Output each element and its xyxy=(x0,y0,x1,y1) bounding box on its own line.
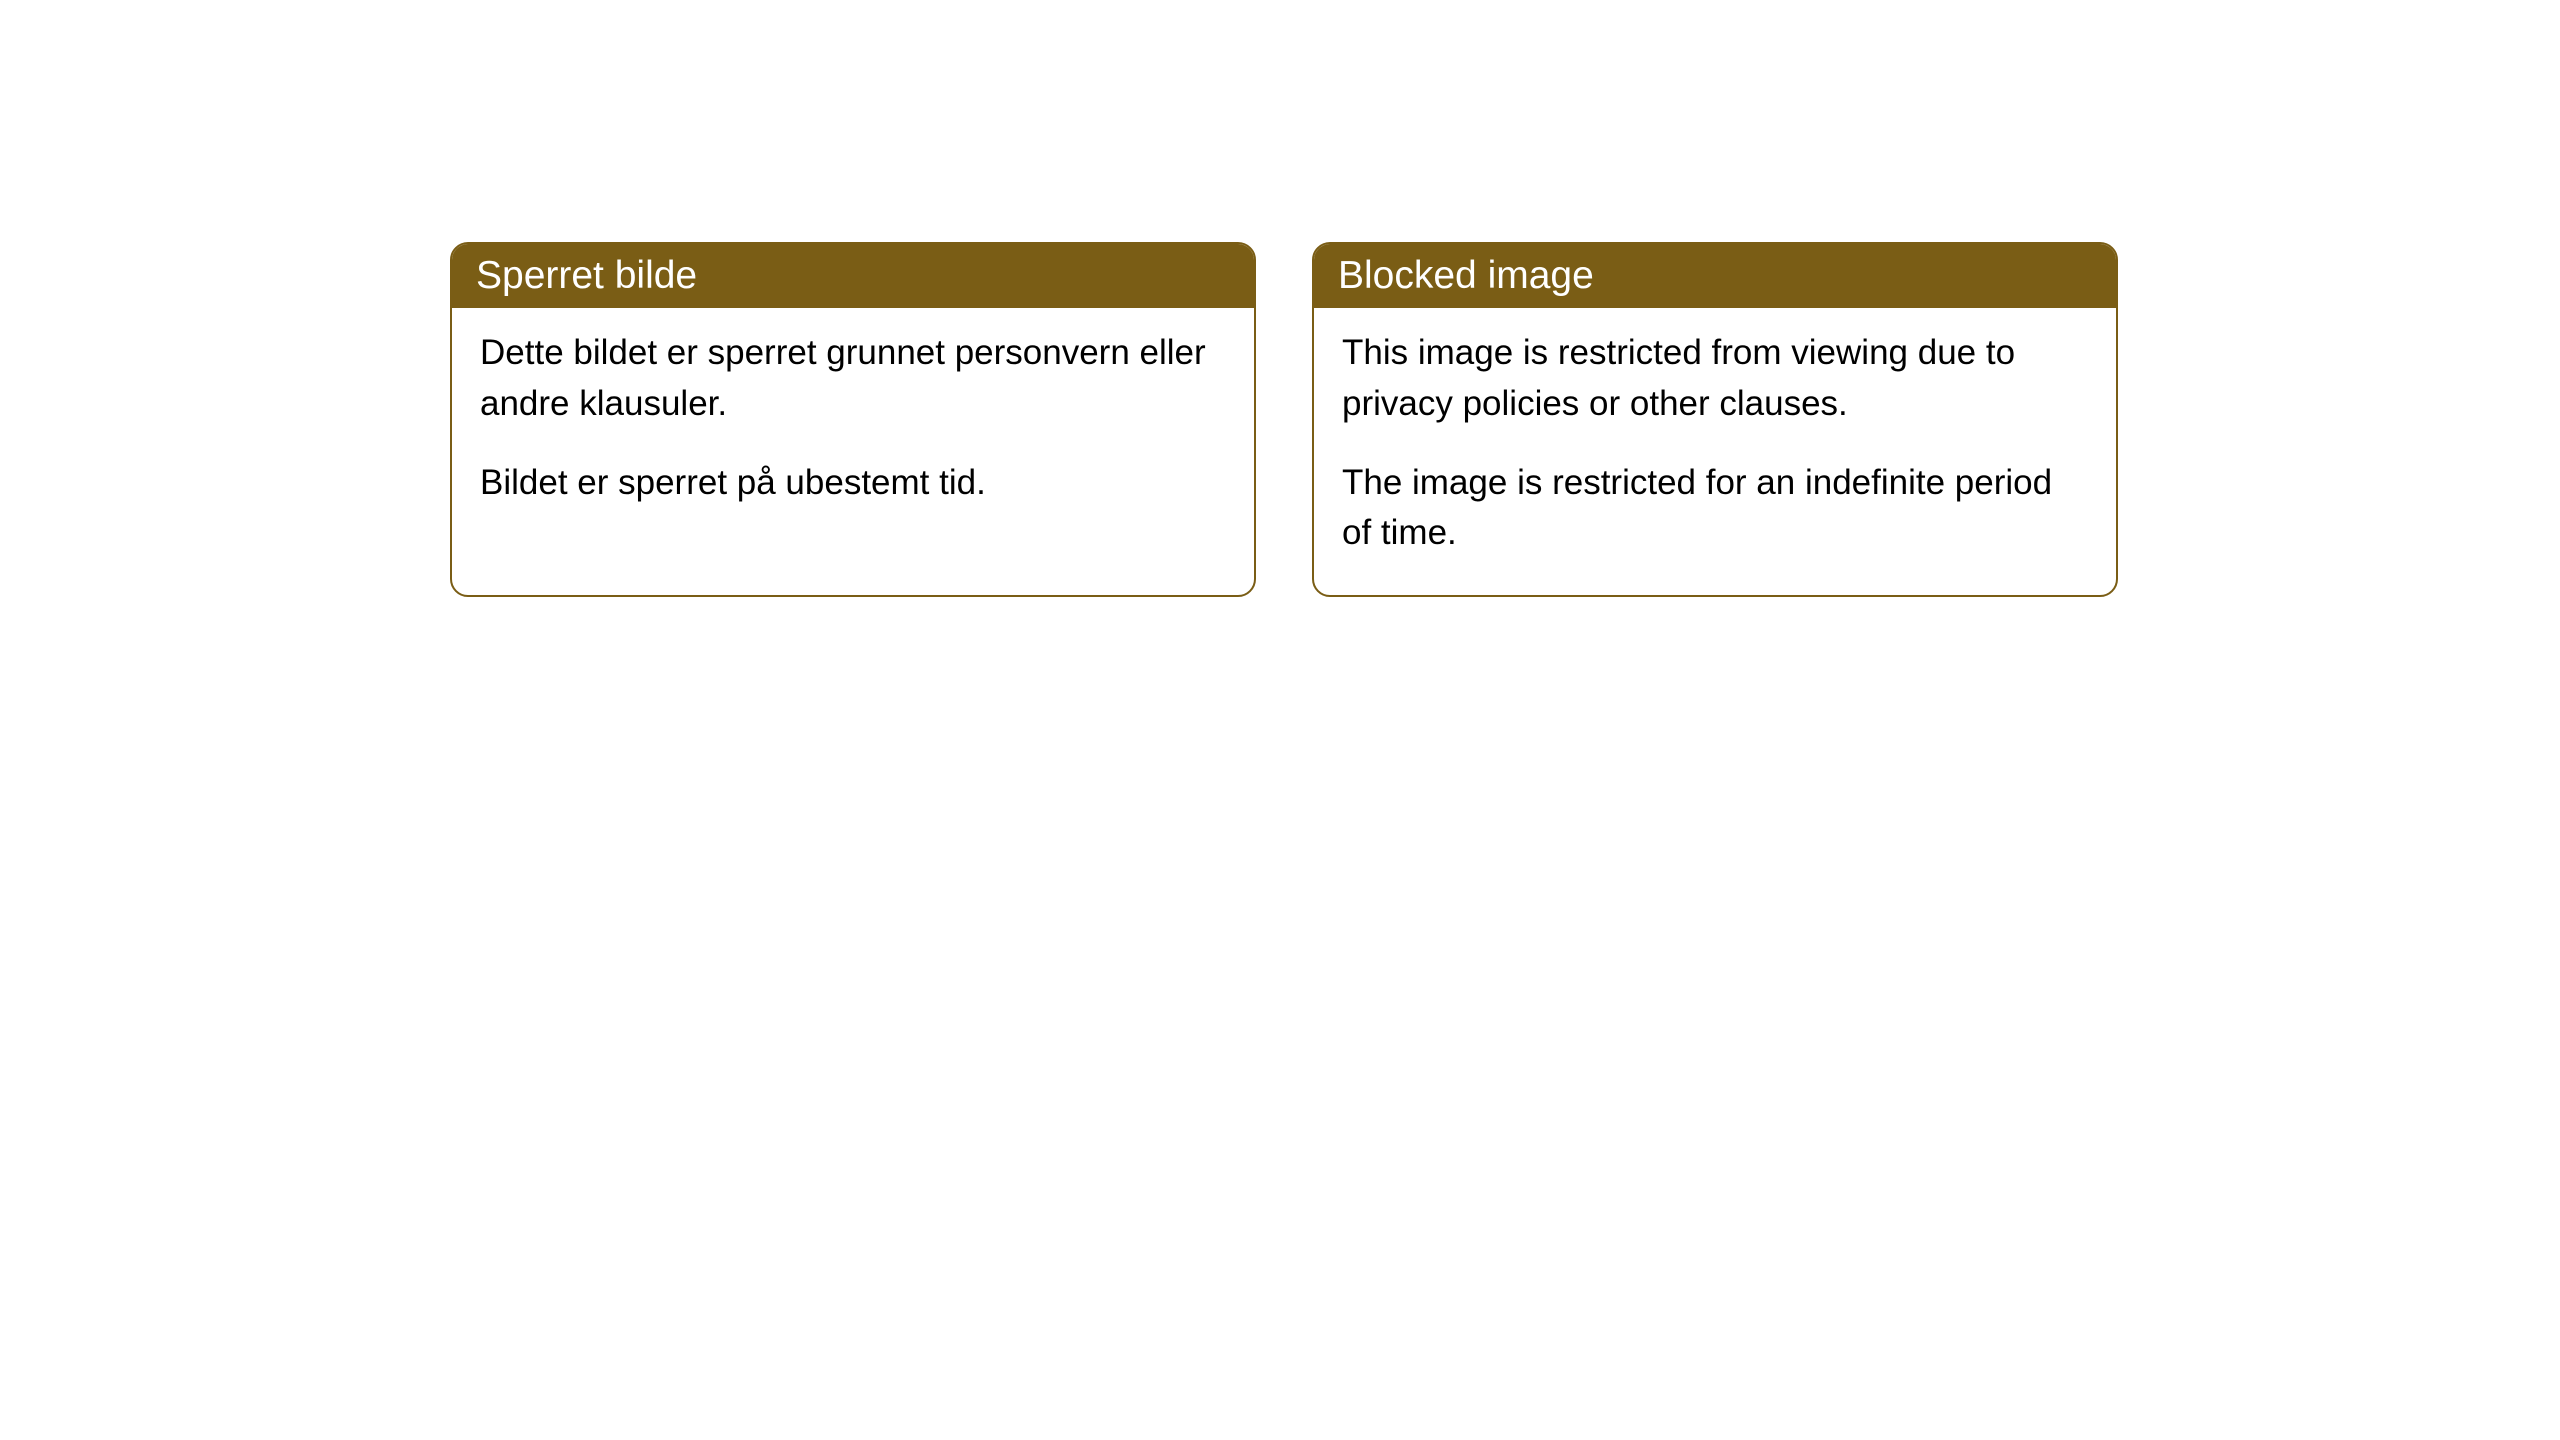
card-title: Blocked image xyxy=(1338,254,1594,297)
info-cards-container: Sperret bilde Dette bildet er sperret gr… xyxy=(450,242,2118,597)
card-body: This image is restricted from viewing du… xyxy=(1314,308,2116,595)
card-paragraph: The image is restricted for an indefinit… xyxy=(1342,458,2088,560)
card-header: Blocked image xyxy=(1314,244,2116,308)
card-title: Sperret bilde xyxy=(476,254,697,297)
card-paragraph: Bildet er sperret på ubestemt tid. xyxy=(480,458,1226,509)
card-paragraph: Dette bildet er sperret grunnet personve… xyxy=(480,328,1226,430)
card-body: Dette bildet er sperret grunnet personve… xyxy=(452,308,1254,544)
blocked-image-card-english: Blocked image This image is restricted f… xyxy=(1312,242,2118,597)
blocked-image-card-norwegian: Sperret bilde Dette bildet er sperret gr… xyxy=(450,242,1256,597)
card-header: Sperret bilde xyxy=(452,244,1254,308)
card-paragraph: This image is restricted from viewing du… xyxy=(1342,328,2088,430)
